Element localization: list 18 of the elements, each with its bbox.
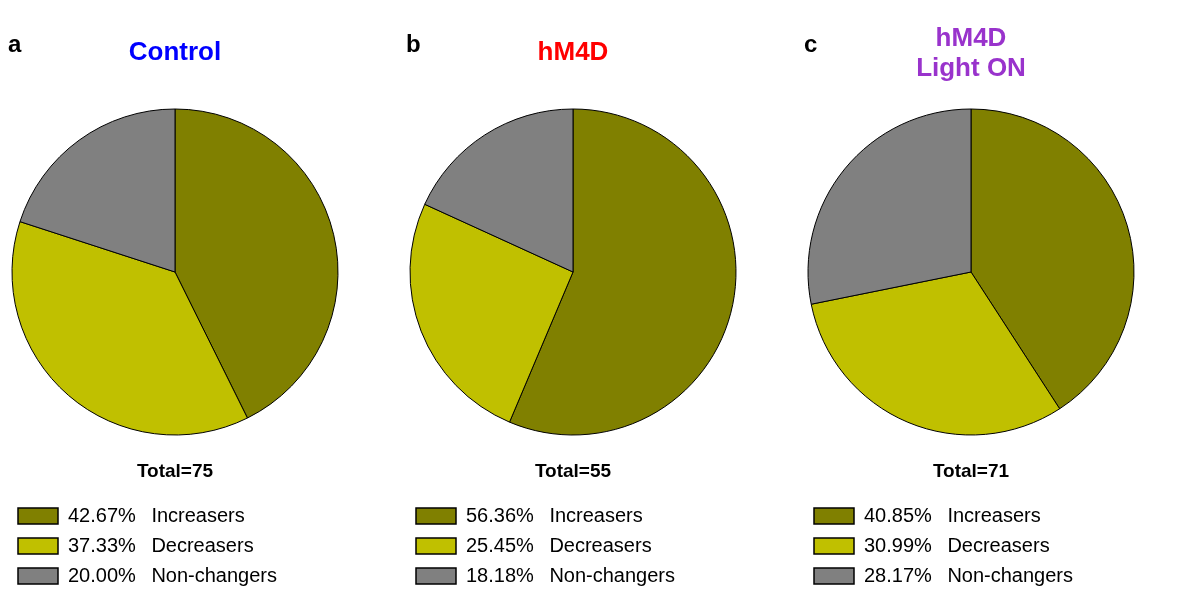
text: Total=71 bbox=[932, 460, 1010, 481]
legend-label: 56.36% Increasers bbox=[466, 504, 643, 526]
legend-label: 42.67% Increasers bbox=[68, 504, 245, 526]
legend-label: 25.45% Decreasers bbox=[466, 534, 652, 556]
text: a bbox=[8, 30, 22, 57]
text: b bbox=[406, 30, 421, 57]
legend-label: 18.18% Non-changers bbox=[466, 564, 676, 586]
text: c bbox=[804, 30, 818, 57]
text: Total=75 bbox=[136, 460, 214, 481]
chart-title: hM4D bbox=[537, 36, 609, 66]
legend-label: 20.00% Non-changers bbox=[68, 564, 278, 586]
text: Total=55 bbox=[534, 460, 612, 481]
chart-title: Control bbox=[128, 36, 222, 66]
legend-label: 30.99% Decreasers bbox=[864, 534, 1050, 556]
legend-label: 28.17% Non-changers bbox=[864, 564, 1074, 586]
legend-label: 37.33% Decreasers bbox=[68, 534, 254, 556]
chart-title: hM4D Light ON bbox=[916, 22, 1026, 82]
legend-label: 40.85% Increasers bbox=[864, 504, 1041, 526]
